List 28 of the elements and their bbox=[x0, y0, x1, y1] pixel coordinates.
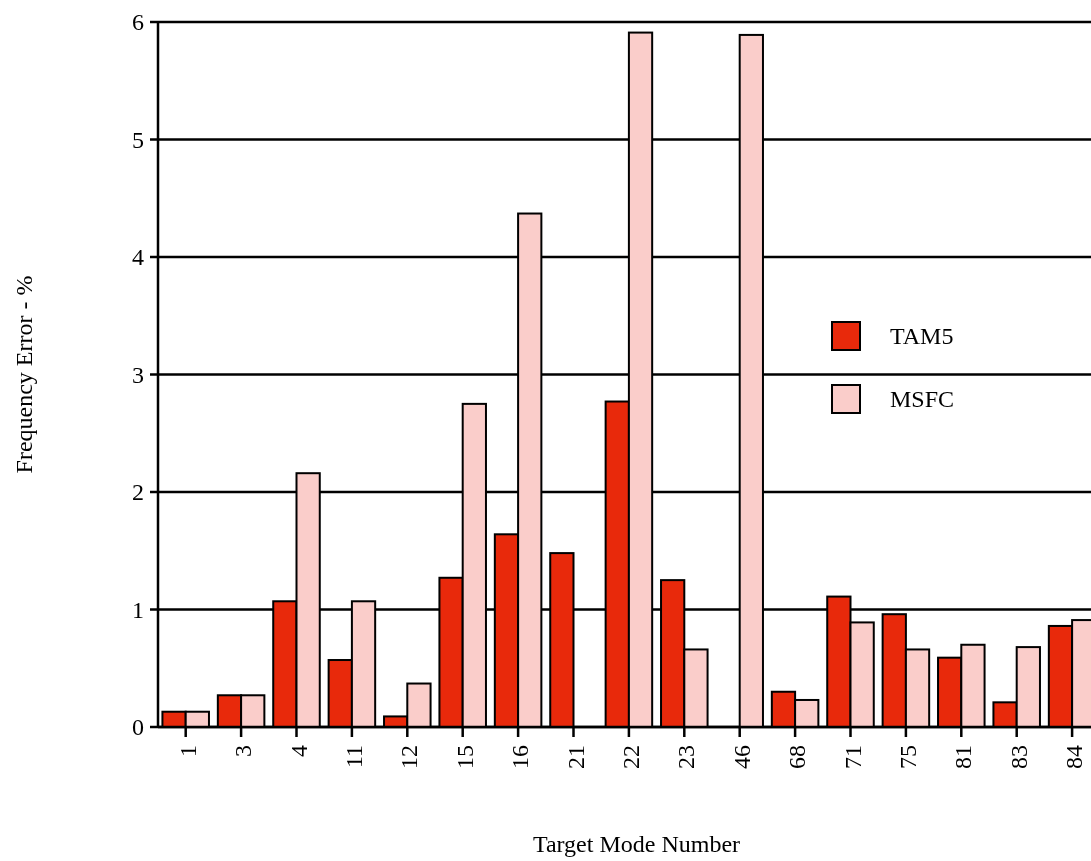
x-tick-label: 21 bbox=[562, 745, 589, 769]
x-tick-label: 3 bbox=[230, 745, 257, 757]
x-tick-label: 71 bbox=[839, 745, 866, 769]
x-tick-label: 4 bbox=[285, 745, 312, 757]
x-tick-label: 15 bbox=[451, 745, 478, 769]
y-tick-label: 6 bbox=[132, 9, 144, 36]
legend-label: TAM5 bbox=[890, 323, 954, 350]
y-tick-label: 0 bbox=[132, 714, 144, 741]
legend-label: MSFC bbox=[890, 386, 955, 413]
y-axis-title: Frequency Error - % bbox=[11, 275, 37, 474]
y-tick-label: 3 bbox=[132, 361, 144, 388]
x-tick-label: 81 bbox=[950, 745, 977, 769]
y-tick-label: 1 bbox=[132, 596, 144, 623]
x-tick-label: 46 bbox=[728, 745, 755, 769]
x-tick-label: 12 bbox=[396, 745, 423, 769]
x-tick-label: 83 bbox=[1005, 745, 1032, 769]
y-tick-label: 2 bbox=[132, 479, 144, 506]
x-tick-label: 68 bbox=[784, 745, 811, 769]
y-tick-label: 4 bbox=[132, 244, 144, 271]
y-tick-label: 5 bbox=[132, 126, 144, 153]
x-axis-title: Target Mode Number bbox=[532, 831, 741, 857]
x-tick-label: 1 bbox=[174, 745, 201, 757]
x-tick-label: 84 bbox=[1061, 745, 1088, 769]
x-tick-label: 11 bbox=[340, 745, 367, 769]
x-tick-label: 16 bbox=[507, 745, 534, 769]
x-tick-label: 22 bbox=[617, 745, 644, 769]
x-tick-label: 75 bbox=[894, 745, 921, 769]
x-tick-label: 23 bbox=[673, 745, 700, 769]
